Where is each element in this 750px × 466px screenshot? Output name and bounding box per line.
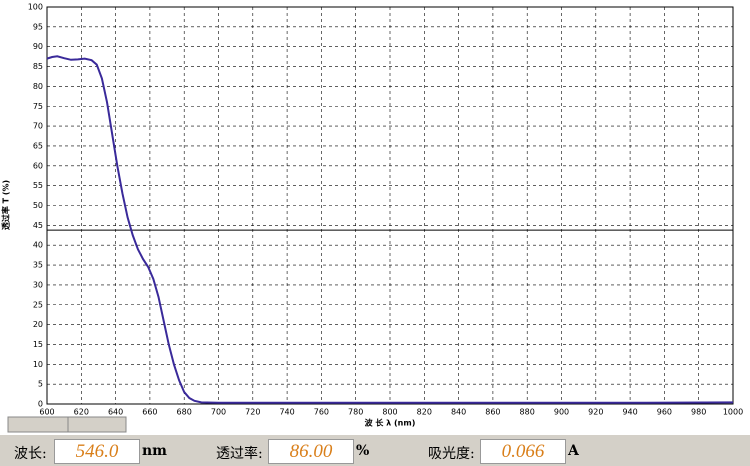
x-tick-label: 640 bbox=[108, 408, 123, 417]
x-tick-label: 1000 bbox=[723, 408, 743, 417]
x-tick-label: 920 bbox=[588, 408, 603, 417]
x-tick-label: 880 bbox=[520, 408, 535, 417]
transmittance-unit: % bbox=[356, 443, 370, 459]
status-bar: 波长: 546.0 nm 透过率: 86.00 % 吸光度: 0.066 A bbox=[0, 434, 750, 466]
y-tick-label: 40 bbox=[33, 241, 43, 250]
x-tick-label: 840 bbox=[451, 408, 466, 417]
y-tick-label: 95 bbox=[33, 22, 43, 31]
transmittance-value: 86.00 bbox=[268, 439, 354, 464]
y-tick-label: 45 bbox=[33, 221, 43, 230]
plot-border bbox=[46, 6, 734, 405]
y-tick-label: 15 bbox=[33, 340, 43, 349]
chart-background bbox=[0, 0, 750, 434]
x-tick-label: 960 bbox=[657, 408, 672, 417]
x-tick-label: 900 bbox=[554, 408, 569, 417]
y-tick-label: 0 bbox=[38, 400, 43, 409]
y-tick-label: 35 bbox=[33, 261, 43, 270]
y-tick-label: 100 bbox=[28, 3, 43, 12]
y-tick-label: 20 bbox=[33, 320, 43, 329]
y-tick-label: 85 bbox=[33, 62, 43, 71]
x-tick-label: 820 bbox=[417, 408, 432, 417]
y-tick-label: 65 bbox=[33, 141, 43, 150]
x-tick-label: 720 bbox=[245, 408, 260, 417]
x-tick-label: 800 bbox=[382, 408, 397, 417]
absorbance-value: 0.066 bbox=[480, 439, 566, 464]
y-tick-label: 5 bbox=[38, 380, 43, 389]
y-tick-label: 90 bbox=[33, 42, 43, 51]
y-tick-label: 30 bbox=[33, 280, 43, 289]
data-line bbox=[46, 55, 734, 404]
absorbance-unit: A bbox=[568, 443, 579, 459]
x-tick-label: 760 bbox=[314, 408, 329, 417]
x-tick-label: 620 bbox=[74, 408, 89, 417]
absorbance-label: 吸光度: bbox=[428, 446, 475, 462]
x-tick-label: 860 bbox=[485, 408, 500, 417]
y-tick-label: 60 bbox=[33, 161, 43, 170]
tab[interactable] bbox=[67, 416, 127, 433]
y-tick-label: 80 bbox=[33, 82, 43, 91]
y-tick-label: 25 bbox=[33, 300, 43, 309]
x-tick-label: 780 bbox=[348, 408, 363, 417]
chart: 波 长 λ (nm) 透过率 T (%) 0 5 10 15 20 25 30 35 40 45 5… bbox=[0, 0, 750, 434]
y-tick-label: 55 bbox=[33, 181, 43, 190]
x-axis-label: 波 长 λ (nm) bbox=[365, 418, 416, 428]
y-tick-label: 70 bbox=[33, 122, 43, 131]
y-tick-label: 10 bbox=[33, 360, 43, 369]
x-tick-label: 700 bbox=[211, 408, 226, 417]
y-axis-label: 透过率 T (%) bbox=[1, 180, 11, 230]
y-tick-label: 50 bbox=[33, 201, 43, 210]
wavelength-label: 波长: bbox=[14, 446, 47, 462]
y-tick-label: 75 bbox=[33, 102, 43, 111]
wavelength-unit: nm bbox=[142, 443, 167, 459]
x-tick-label: 600 bbox=[39, 408, 54, 417]
x-tick-label: 980 bbox=[691, 408, 706, 417]
x-tick-label: 740 bbox=[279, 408, 294, 417]
x-tick-label: 660 bbox=[142, 408, 157, 417]
transmittance-label: 透过率: bbox=[216, 446, 263, 462]
wavelength-value: 546.0 bbox=[54, 439, 140, 464]
tab[interactable] bbox=[7, 416, 69, 433]
x-tick-label: 680 bbox=[177, 408, 192, 417]
x-tick-label: 940 bbox=[622, 408, 637, 417]
